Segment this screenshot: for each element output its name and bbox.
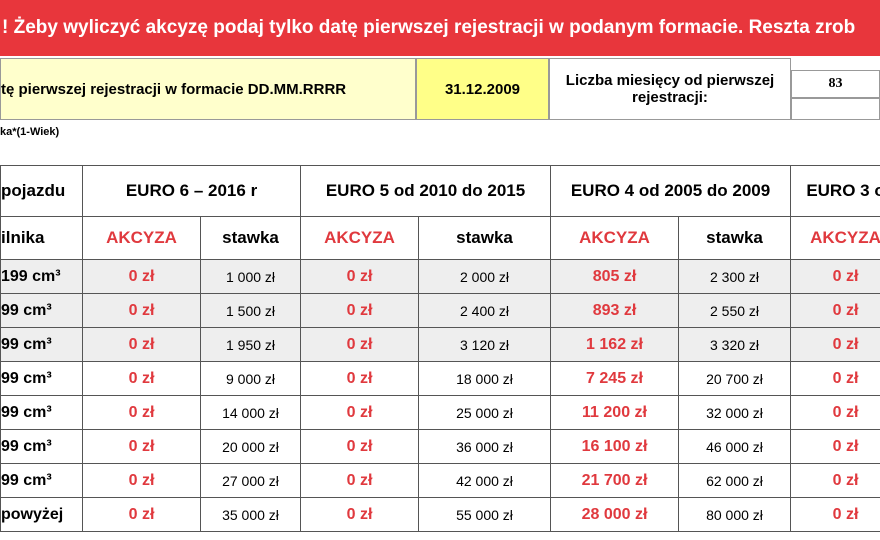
cell: 0 zł — [790, 463, 880, 498]
date-input[interactable]: 31.12.2009 — [416, 58, 549, 120]
cell: 25 000 zł — [418, 395, 552, 430]
cell: 0 zł — [790, 327, 880, 362]
cell: 0 zł — [300, 361, 420, 396]
cell: 99 cm³ — [0, 429, 83, 464]
cell: 0 zł — [790, 259, 880, 294]
cell: 3 120 zł — [418, 327, 552, 362]
cell: stawka — [418, 216, 552, 260]
cell: 0 zł — [300, 259, 420, 294]
cell: 805 zł — [550, 259, 680, 294]
cell: 2 300 zł — [678, 259, 792, 294]
cell: 0 zł — [790, 361, 880, 396]
cell: 0 zł — [82, 395, 201, 430]
cell: 28 000 zł — [550, 497, 680, 532]
cell: 99 cm³ — [0, 361, 83, 396]
cell: 99 cm³ — [0, 327, 83, 362]
cell: 2 550 zł — [678, 293, 792, 328]
cell: 35 000 zł — [199, 497, 302, 532]
cell: 7 245 zł — [550, 361, 680, 396]
cell: 11 200 zł — [550, 395, 680, 430]
cell: 0 zł — [300, 429, 420, 464]
cell: 0 zł — [790, 429, 880, 464]
cell: stawka — [199, 216, 302, 260]
row: 99 cm³ 0 zł 9 000 zł 0 zł 18 000 zł 7 245 zł 2… — [0, 361, 880, 396]
row: pojazdu EURO 6 – 2016 r EURO 5 od 2010 do … — [0, 165, 880, 217]
cell: 32 000 zł — [678, 395, 792, 430]
cell: 0 zł — [300, 327, 420, 362]
cell: 0 zł — [790, 293, 880, 328]
cell: 0 zł — [300, 395, 420, 430]
cell: 18 000 zł — [418, 361, 552, 396]
cell: ilnika — [0, 216, 83, 260]
cell: 36 000 zł — [418, 429, 552, 464]
row: 99 cm³ 0 zł 1 950 zł 0 zł 3 120 zł 1 162 zł 3 … — [0, 327, 880, 362]
cell: 1 162 zł — [550, 327, 680, 362]
cell: 9 000 zł — [199, 361, 302, 396]
cell: 0 zł — [300, 497, 420, 532]
row: 99 cm³ 0 zł 20 000 zł 0 zł 36 000 zł 16 100 z… — [0, 429, 880, 464]
cell: 16 100 zł — [550, 429, 680, 464]
cell: 27 000 zł — [199, 463, 302, 498]
cell: 1 000 zł — [199, 259, 302, 294]
cell: 199 cm³ — [0, 259, 83, 294]
cell: 2 000 zł — [418, 259, 552, 294]
cell: EURO 6 – 2016 r — [81, 165, 302, 217]
cell: AKCYZA — [550, 216, 680, 260]
cell: powyżej — [0, 497, 83, 532]
cell: 2 400 zł — [418, 293, 552, 328]
cell: EURO 4 od 2005 do 2009 — [550, 165, 792, 217]
cell: 80 000 zł — [678, 497, 792, 532]
cell: 46 000 zł — [678, 429, 792, 464]
cell: 55 000 zł — [418, 497, 552, 532]
date-label: tę pierwszej rejestracji w formacie DD.M… — [0, 58, 416, 120]
row: ilnika AKCYZA stawka AKCYZA stawka AKCYZA staw… — [0, 216, 880, 260]
cell: 0 zł — [82, 361, 201, 396]
cell: 0 zł — [300, 293, 420, 328]
cell: 0 zł — [790, 395, 880, 430]
row: powyżej 0 zł 35 000 zł 0 zł 55 000 zł 28 000 … — [0, 497, 880, 532]
months-label: Liczba miesięcy od pierwszej rejestracji… — [549, 58, 791, 120]
cell: stawka — [678, 216, 792, 260]
months-value: 83 — [791, 70, 880, 98]
cell: 20 700 zł — [678, 361, 792, 396]
cell: 1 950 zł — [199, 327, 302, 362]
row: 199 cm³ 0 zł 1 000 zł 0 zł 2 000 zł 805 zł 2 3… — [0, 259, 880, 294]
formula: ka*(1-Wiek) — [0, 126, 60, 138]
cell: 893 zł — [550, 293, 680, 328]
cell: 42 000 zł — [418, 463, 552, 498]
cell: EURO 3 o — [790, 165, 880, 217]
cell: 99 cm³ — [0, 293, 83, 328]
cell: 0 zł — [300, 463, 420, 498]
cell: 0 zł — [82, 463, 201, 498]
cell: EURO 5 od 2010 do 2015 — [300, 165, 552, 217]
cell: 0 zł — [82, 429, 201, 464]
row: 99 cm³ 0 zł 27 000 zł 0 zł 42 000 zł 21 700 z… — [0, 463, 880, 498]
cell: 3 320 zł — [678, 327, 792, 362]
cell: 20 000 zł — [199, 429, 302, 464]
cell: 14 000 zł — [199, 395, 302, 430]
empty-cell — [791, 98, 880, 120]
cell: 99 cm³ — [0, 463, 83, 498]
cell: 99 cm³ — [0, 395, 83, 430]
row: 99 cm³ 0 zł 14 000 zł 0 zł 25 000 zł 11 200 z… — [0, 395, 880, 430]
excise-table: pojazdu EURO 6 – 2016 r EURO 5 od 2010 do … — [0, 165, 880, 532]
cell: AKCYZA — [790, 216, 880, 260]
cell: 0 zł — [790, 497, 880, 532]
row: 99 cm³ 0 zł 1 500 zł 0 zł 2 400 zł 893 zł 2 55… — [0, 293, 880, 328]
cell: 21 700 zł — [550, 463, 680, 498]
cell: pojazdu — [0, 165, 83, 217]
banner: ! Żeby wyliczyć akcyzę podaj tylko datę … — [0, 0, 880, 56]
cell: AKCYZA — [300, 216, 420, 260]
cell: 0 zł — [82, 327, 201, 362]
cell: 0 zł — [82, 497, 201, 532]
cell: 0 zł — [82, 259, 201, 294]
cell: 0 zł — [82, 293, 201, 328]
cell: AKCYZA — [82, 216, 201, 260]
cell: 1 500 zł — [199, 293, 302, 328]
cell: 62 000 zł — [678, 463, 792, 498]
